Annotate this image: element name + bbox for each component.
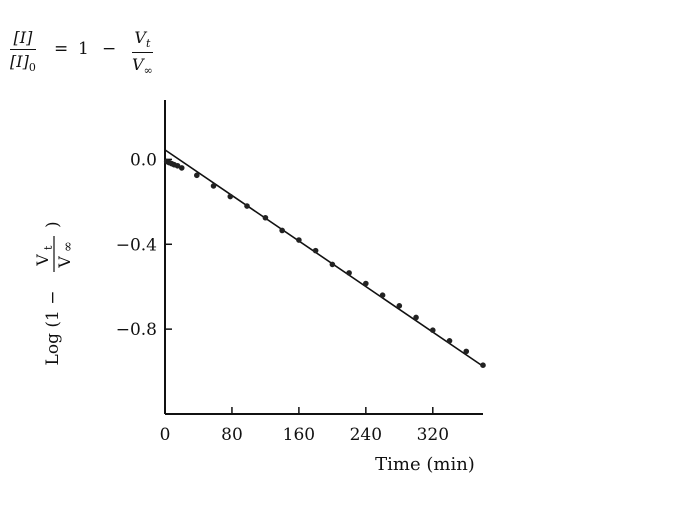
data-point	[174, 162, 181, 169]
chart-ticks: 0 80 160 240 320 0.0 −0.4 −0.8	[116, 150, 449, 445]
data-point	[227, 193, 234, 200]
data-point	[480, 362, 486, 369]
y-axis-label-numerator-subscript: t	[42, 245, 55, 250]
chart-axes	[164, 100, 483, 415]
data-point	[413, 314, 419, 321]
x-tick-label: 80	[221, 425, 243, 445]
equation-equals: =	[54, 39, 69, 59]
x-tick-label: 0	[160, 425, 171, 445]
y-axis-label-suffix: )	[43, 221, 63, 228]
y-axis-label-denominator-subscript: ∞	[61, 241, 76, 252]
data-point	[396, 302, 403, 309]
equation-rhs-denominator-subscript: ∞	[143, 64, 153, 78]
data-point	[446, 338, 453, 344]
data-point	[346, 270, 352, 276]
data-point	[429, 327, 436, 333]
data-point	[463, 348, 470, 355]
chart-marks	[163, 149, 486, 369]
equation-rhs-denominator: V	[132, 55, 144, 75]
y-axis-label-denominator: V	[55, 256, 74, 269]
y-axis-label-prefix: Log (1 −	[43, 291, 63, 366]
equation-minus: −	[102, 39, 117, 59]
data-point	[363, 280, 369, 287]
x-tick-label: 240	[350, 425, 382, 445]
y-axis-label: Log (1 −VtV∞)	[33, 221, 76, 365]
data-point	[244, 203, 250, 209]
data-point	[279, 227, 285, 234]
equation-rhs-numerator-subscript: t	[145, 37, 151, 51]
y-tick-label: −0.8	[116, 320, 157, 340]
data-point	[210, 183, 217, 189]
x-tick-label: 160	[283, 425, 315, 445]
data-point	[379, 292, 386, 298]
data-point	[329, 261, 336, 268]
y-tick-label: 0.0	[130, 150, 157, 170]
equation-lhs-fraction: [I] [I]0	[10, 28, 36, 74]
data-point	[296, 237, 302, 243]
fit-line	[164, 149, 484, 367]
equation-lhs-denominator-subscript: 0	[28, 61, 36, 75]
y-axis-label-numerator: V	[33, 254, 52, 267]
y-tick-label: −0.4	[116, 235, 157, 255]
equation-rhs-numerator: V	[134, 28, 146, 47]
equation-lhs-numerator: [I]	[13, 28, 33, 47]
data-point	[194, 172, 200, 179]
equation-one: 1	[78, 39, 89, 59]
data-point	[262, 214, 269, 221]
x-axis-label: Time (min)	[375, 454, 475, 475]
x-tick-label: 320	[417, 425, 449, 445]
data-point	[178, 165, 185, 171]
equation-rhs-fraction: Vt V∞	[132, 28, 153, 77]
data-point	[312, 247, 319, 254]
equation-lhs-denominator: [I]	[10, 52, 29, 71]
